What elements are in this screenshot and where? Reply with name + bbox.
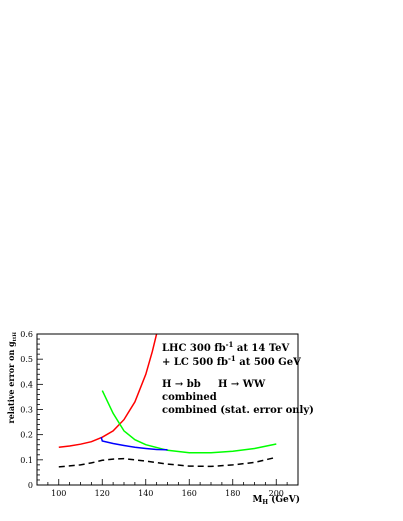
x-tick-label: 200 xyxy=(269,489,284,498)
y-tick-label: 0.1 xyxy=(20,456,33,465)
x-axis-title-unit: (GeV) xyxy=(271,494,300,505)
legend-item-combined: combined xyxy=(162,392,217,403)
series-line-1 xyxy=(58,334,158,449)
series-line-4 xyxy=(58,456,277,468)
annotation-line-1: LHC 300 fb-1 at 14 TeV xyxy=(162,340,289,354)
annotation-line-1-sup: -1 xyxy=(226,340,234,349)
x-axis-title-main: M xyxy=(252,495,262,505)
annotation-line-2: + LC 500 fb-1 at 500 GeV xyxy=(162,354,301,368)
x-tick-label: 140 xyxy=(138,489,153,498)
y-tick-label: 0.4 xyxy=(20,380,33,389)
annotation: LHC 300 fb-1 at 14 TeV + LC 500 fb-1 at … xyxy=(162,340,301,368)
x-tick-label: 160 xyxy=(182,489,197,498)
annotation-line-1-text: LHC 300 fb xyxy=(162,343,226,354)
x-tick-label: 180 xyxy=(225,489,240,498)
y-axis-title: relative error on gttH xyxy=(6,332,18,424)
legend-item-hww: H → WW xyxy=(218,379,266,390)
series-layer xyxy=(58,334,277,468)
annotation-line-2-rest: at 500 GeV xyxy=(236,357,301,368)
series-line-3 xyxy=(100,436,168,451)
y-tick-label: 0.3 xyxy=(20,406,33,415)
y-tick-label: 0.6 xyxy=(20,330,33,339)
x-axis-title: MH (GeV) xyxy=(252,494,300,506)
annotation-line-1-rest: at 14 TeV xyxy=(233,343,289,354)
x-axis-title-sub: H xyxy=(262,499,268,506)
y-tick-label: 0 xyxy=(28,481,33,490)
legend-item-hbb: H → bb xyxy=(162,379,201,390)
y-axis-title-main: relative error on g xyxy=(6,341,16,424)
x-tick-label: 120 xyxy=(95,489,110,498)
annotation-line-2-sup: -1 xyxy=(228,354,236,363)
x-tick-label: 100 xyxy=(51,489,66,498)
axis-tick-labels: 100 120 140 160 180 200 0 0.1 0.2 0.3 0.4 0.5 0.6 xyxy=(20,330,284,498)
axis-ticks xyxy=(36,333,299,486)
y-tick-label: 0.5 xyxy=(20,355,33,364)
legend-item-combined-stat: combined (stat. error only) xyxy=(162,405,314,416)
annotation-line-2-text: + LC 500 fb xyxy=(162,357,228,368)
y-axis-title-sub: ttH xyxy=(12,332,18,342)
legend: H → bb H → WW combined combined (stat. e… xyxy=(162,379,314,416)
series-line-2 xyxy=(101,390,277,454)
y-tick-label: 0.2 xyxy=(20,431,33,440)
